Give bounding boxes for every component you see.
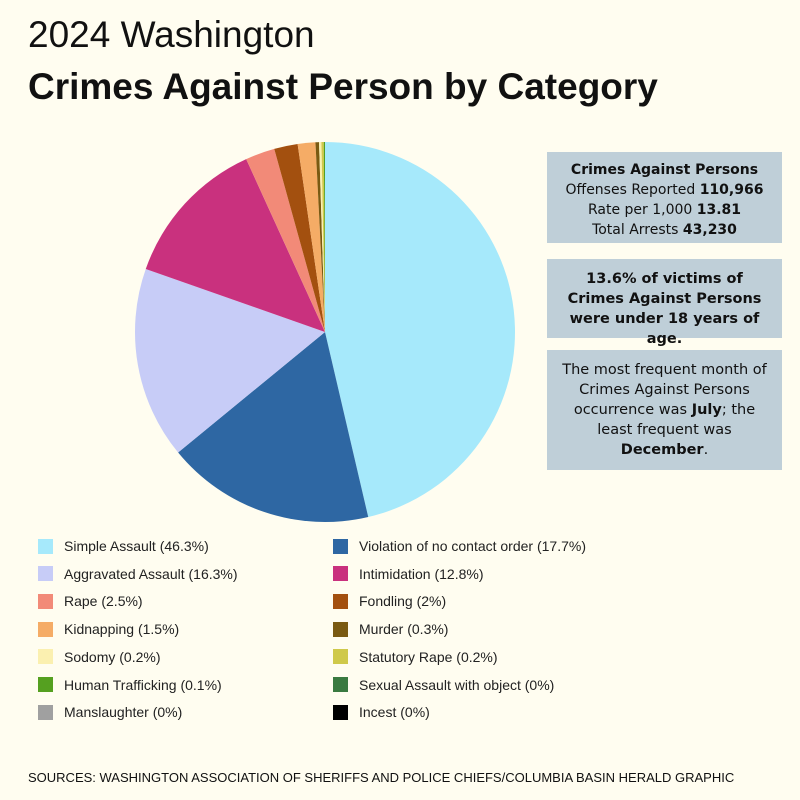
pie-slice-2	[134, 268, 325, 453]
legend-item: Violation of no contact order (17.7%)	[333, 538, 586, 554]
month-text-end: .	[703, 442, 709, 458]
legend-swatch	[333, 538, 348, 554]
legend-label: Kidnapping (1.5%)	[64, 621, 180, 638]
legend-item: Human Trafficking (0.1%)	[38, 677, 222, 693]
legend-swatch	[333, 593, 348, 609]
legend-label: Human Trafficking (0.1%)	[64, 676, 222, 693]
rate-value: 13.81	[696, 202, 742, 218]
source-note: SOURCES: WASHINGTON ASSOCIATION OF SHERI…	[28, 770, 735, 785]
legend-item: Intimidation (12.8%)	[333, 566, 484, 582]
pie-slice-1	[178, 332, 369, 522]
legend-item: Sexual Assault with object (0%)	[333, 677, 554, 693]
stats-box: Crimes Against Persons Offenses Reported…	[547, 152, 782, 243]
month-text: The most frequent month of Crimes Agains…	[562, 362, 767, 418]
pie-slice-7	[315, 142, 325, 332]
legend-swatch	[38, 538, 53, 554]
legend-swatch	[38, 649, 53, 665]
pie-slice-5	[274, 143, 325, 332]
legend-swatch	[38, 593, 53, 609]
legend-item: Rape (2.5%)	[38, 593, 143, 609]
legend-label: Aggravated Assault (16.3%)	[64, 565, 238, 582]
legend-label: Statutory Rape (0.2%)	[359, 648, 498, 665]
offenses-value: 110,966	[699, 182, 764, 198]
title-line1: 2024 Washington	[28, 14, 315, 55]
legend-label: Simple Assault (46.3%)	[64, 538, 209, 554]
victims-box: 13.6% of victims of Crimes Against Perso…	[547, 259, 782, 347]
legend-label: Violation of no contact order (17.7%)	[359, 538, 586, 554]
legend-item: Manslaughter (0%)	[38, 704, 182, 720]
month-text-mid: ; the least frequent was	[597, 402, 756, 438]
legend-swatch	[333, 704, 348, 720]
arrests-label: Total Arrests	[592, 222, 683, 238]
legend-item: Simple Assault (46.3%)	[38, 538, 209, 554]
legend-item: Kidnapping (1.5%)	[38, 621, 179, 637]
legend-label: Incest (0%)	[359, 704, 430, 721]
month-box: The most frequent month of Crimes Agains…	[547, 350, 782, 470]
legend-label: Fondling (2%)	[359, 593, 447, 610]
legend-item: Statutory Rape (0.2%)	[333, 649, 498, 665]
pie-slice-0	[325, 142, 515, 518]
legend-item: Fondling (2%)	[333, 593, 446, 609]
chart-title: Crimes Against Person by Category	[28, 66, 658, 107]
legend-item: Murder (0.3%)	[333, 621, 448, 637]
legend-swatch	[38, 621, 53, 637]
legend-label: Intimidation (12.8%)	[359, 565, 484, 582]
arrests-value: 43,230	[682, 222, 737, 238]
pie-slice-6	[297, 142, 325, 332]
legend-item: Incest (0%)	[333, 704, 430, 720]
stats-title: Crimes Against Persons	[570, 162, 759, 178]
legend-swatch	[333, 566, 348, 582]
legend-item: Sodomy (0.2%)	[38, 649, 160, 665]
legend-swatch	[38, 704, 53, 720]
offenses-label: Offenses Reported	[565, 182, 700, 198]
legend-swatch	[38, 566, 53, 582]
legend-item: Aggravated Assault (16.3%)	[38, 566, 238, 582]
legend-label: Sexual Assault with object (0%)	[359, 676, 555, 693]
legend-label: Manslaughter (0%)	[64, 704, 183, 721]
rate-label: Rate per 1,000	[587, 202, 697, 218]
legend-swatch	[333, 649, 348, 665]
legend-label: Rape (2.5%)	[64, 593, 143, 610]
legend-label: Murder (0.3%)	[359, 621, 449, 638]
pie-slice-9	[321, 142, 325, 332]
legend-swatch	[333, 677, 348, 692]
pie-slice-4	[246, 148, 325, 332]
legend-swatch	[333, 621, 348, 637]
pie-slice-8	[319, 142, 325, 332]
legend-swatch	[38, 677, 53, 692]
pie-slice-3	[145, 159, 325, 332]
least-month: December	[620, 442, 704, 458]
pie-slice-10	[323, 142, 325, 332]
most-month: July	[691, 402, 722, 418]
legend-label: Sodomy (0.2%)	[64, 648, 161, 665]
